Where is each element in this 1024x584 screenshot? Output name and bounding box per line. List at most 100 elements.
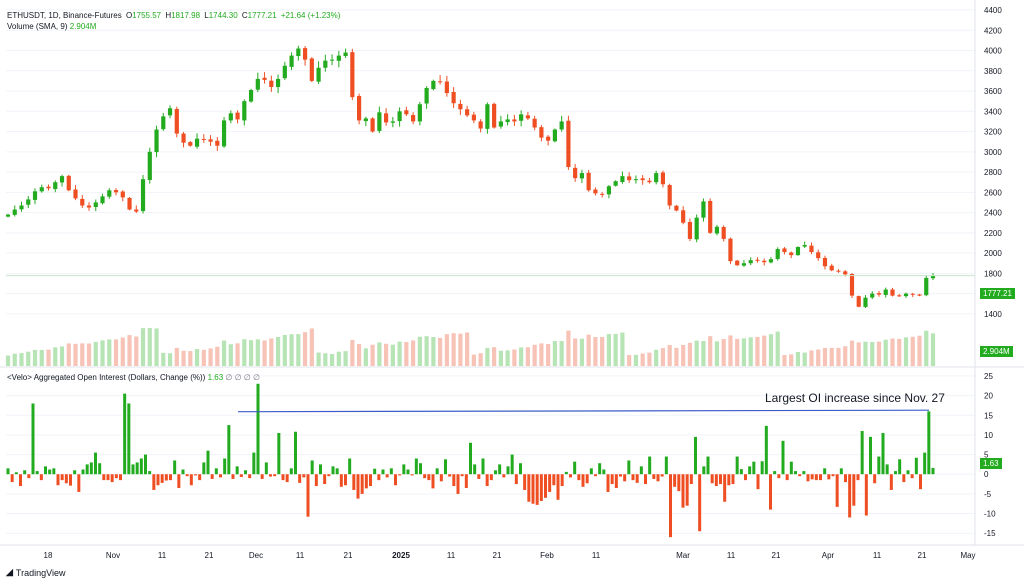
oi-tick-label: 25 [984, 372, 993, 381]
oi-bar [102, 474, 106, 481]
volume-bar [228, 344, 233, 366]
volume-bar [525, 347, 530, 366]
candle-body [120, 191, 125, 198]
candle-body [667, 185, 672, 206]
volume-bar [53, 347, 58, 366]
oi-bar [648, 456, 652, 475]
oi-bar [19, 474, 22, 487]
candle-body [215, 140, 220, 146]
oi-bar [631, 474, 635, 481]
x-tick-label: Nov [106, 551, 120, 560]
oi-tick-label: 15 [984, 411, 993, 420]
volume-bar [404, 341, 409, 366]
volume-bar [505, 350, 510, 366]
oi-bar [506, 466, 510, 475]
oi-bar [231, 474, 235, 479]
oi-bar [677, 474, 681, 492]
brand-label: TradingView [15, 567, 66, 578]
volume-bar [863, 341, 868, 366]
price-tick-label: 1800 [984, 269, 1002, 278]
oi-bar [131, 464, 135, 475]
volume-bar [289, 334, 294, 366]
oi-bar [139, 458, 143, 475]
x-tick-label: 11 [592, 551, 601, 560]
candle-body [566, 120, 571, 168]
oi-bar [889, 474, 893, 490]
oi-bar [89, 462, 93, 475]
oi-bar [156, 474, 160, 486]
candle-body [316, 67, 321, 82]
oi-bar [298, 474, 302, 483]
candle-body [438, 81, 443, 83]
volume-bar [573, 338, 578, 366]
volume-bar [397, 341, 402, 366]
volume-bar [600, 336, 605, 366]
oi-bar [39, 474, 43, 481]
volume-bar [870, 342, 875, 366]
oi-bar [14, 472, 18, 475]
candle-body [397, 111, 402, 122]
oi-bar [748, 466, 752, 475]
candle-body [633, 179, 639, 181]
candle-body [795, 247, 801, 256]
oi-bar [485, 474, 489, 487]
candle-body [606, 186, 612, 195]
volume-bar [59, 346, 65, 366]
volume-bar [438, 337, 443, 366]
volume-bar [384, 343, 389, 366]
oi-bar [427, 474, 431, 481]
volume-bar [593, 337, 598, 366]
volume-bar [161, 352, 166, 366]
candle-body [242, 101, 247, 121]
volume-bar [181, 350, 186, 366]
oi-bar [402, 464, 406, 475]
oi-bar [810, 474, 814, 480]
volume-bar [235, 343, 240, 366]
oi-bar [689, 474, 693, 485]
oi-bar [144, 454, 147, 475]
oi-bar [823, 468, 827, 475]
oi-bar [669, 474, 672, 538]
oi-bar [864, 474, 868, 516]
volume-bar [323, 353, 328, 366]
oi-bar [352, 474, 356, 490]
oi-bar [760, 461, 764, 475]
oi-bar [894, 471, 897, 475]
oi-bar [289, 468, 293, 475]
volume-bar [370, 344, 375, 366]
oi-bar [744, 474, 747, 481]
price-tick-label: 2000 [984, 249, 1002, 258]
oi-bar [406, 469, 410, 475]
oi-bar [348, 458, 352, 475]
oi-reference-line [237, 409, 930, 413]
volume-bar [215, 346, 220, 366]
oi-bar [777, 474, 781, 479]
oi-bar [198, 474, 202, 481]
oi-bar [560, 474, 564, 487]
x-tick-label: 18 [44, 551, 53, 560]
oi-bar [556, 474, 560, 500]
candle-body [19, 205, 24, 210]
candle-body [593, 189, 598, 194]
oi-bar [577, 474, 581, 481]
oi-bar [627, 460, 631, 475]
change-value: +21.64 (+1.23%) [280, 11, 341, 20]
volume-bar [478, 353, 483, 366]
volume-bar [73, 343, 78, 366]
volume-bar [735, 338, 740, 366]
candle-body [269, 80, 274, 87]
volume-bar [336, 351, 341, 366]
oi-bar [481, 458, 485, 475]
oi-bar [769, 474, 772, 510]
candle-body [546, 136, 551, 141]
price-tick-label: 1400 [984, 310, 1002, 319]
volume-bar [782, 355, 787, 366]
oi-bar [223, 458, 227, 475]
price-tick-label: 3000 [984, 148, 1002, 157]
x-tick-label: Mar [676, 551, 690, 560]
candle-body [384, 113, 389, 123]
oi-bar [285, 474, 289, 483]
oi-bar [435, 468, 439, 475]
oi-bar [923, 452, 927, 475]
